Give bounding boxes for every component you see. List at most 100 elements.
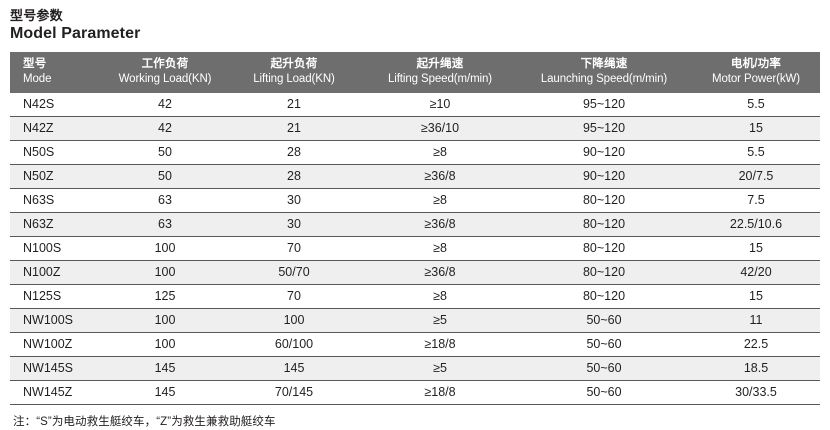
cell-working-load: 100 xyxy=(106,260,224,285)
cell-model: N63S xyxy=(10,188,106,213)
cell-working-load: 42 xyxy=(106,116,224,141)
column-header-lifting-load-en: Lifting Load(KN) xyxy=(253,73,335,85)
column-header-working-load-cn: 工作负荷 xyxy=(141,58,189,70)
note-chinese: 注：“S”为电动救生艇绞车，“Z”为救生兼救助艇绞车 xyxy=(13,416,276,428)
cell-launching-speed: 90~120 xyxy=(516,164,692,189)
table-row: N50S 50 28 ≥8 90~120 5.5 xyxy=(10,140,820,165)
cell-lifting-load: 21 xyxy=(224,116,364,141)
cell-working-load: 42 xyxy=(158,97,172,111)
cell-motor-power: 5.5 xyxy=(747,97,765,111)
cell-working-load: 100 xyxy=(106,236,224,261)
table-row: NW100S 100 100 ≥5 50~60 11 xyxy=(10,308,820,333)
cell-motor-power: 22.5 xyxy=(692,332,820,357)
cell-model: NW145Z xyxy=(10,380,106,405)
cell-launching-speed: 80~120 xyxy=(516,236,692,261)
cell-lifting-speed: ≥36/8 xyxy=(364,212,516,237)
cell-lifting-speed: ≥18/8 xyxy=(364,380,516,405)
cell-lifting-load: 70 xyxy=(224,236,364,261)
column-header-motor-power-en: Motor Power(kW) xyxy=(712,73,800,85)
cell-launching-speed: 95~120 xyxy=(582,97,626,111)
cell-launching-speed: 50~60 xyxy=(516,308,692,333)
cell-model: N50Z xyxy=(10,164,106,189)
cell-model: NW145S xyxy=(10,356,106,381)
table-header: 型号 Mode 工作负荷 Working Load(KN) 起升负荷 Lifti… xyxy=(10,52,820,93)
table-row: N100Z 100 50/70 ≥36/8 80~120 42/20 xyxy=(10,260,820,285)
page-title-chinese: 型号参数 xyxy=(10,8,63,23)
table-row: N50Z 50 28 ≥36/8 90~120 20/7.5 xyxy=(10,164,820,189)
table-row: NW100Z 100 60/100 ≥18/8 50~60 22.5 xyxy=(10,332,820,357)
cell-working-load: 145 xyxy=(106,380,224,405)
cell-lifting-speed: ≥5 xyxy=(364,356,516,381)
cell-launching-speed: 50~60 xyxy=(516,380,692,405)
column-header-motor-power: 电机/功率 Motor Power(kW) xyxy=(692,52,820,93)
cell-working-load: 100 xyxy=(106,332,224,357)
column-header-model: 型号 Mode xyxy=(10,52,106,93)
cell-model: N42Z xyxy=(10,116,106,141)
cell-motor-power: 15 xyxy=(692,116,820,141)
cell-model: N100Z xyxy=(10,260,106,285)
cell-lifting-load: 30 xyxy=(224,188,364,213)
table-row: N42Z 42 21 ≥36/10 95~120 15 xyxy=(10,116,820,141)
cell-launching-speed: 80~120 xyxy=(516,284,692,309)
table-row: N42S 42 21 ≥10 95~120 5.5 xyxy=(10,93,820,117)
column-header-lifting-load: 起升负荷 Lifting Load(KN) xyxy=(224,52,364,93)
cell-lifting-speed: ≥8 xyxy=(364,140,516,165)
cell-launching-speed: 80~120 xyxy=(516,260,692,285)
column-header-launching-speed: 下降绳速 Launching Speed(m/min) xyxy=(516,52,692,93)
cell-motor-power: 22.5/10.6 xyxy=(692,212,820,237)
cell-motor-power: 18.5 xyxy=(692,356,820,381)
cell-motor-power: 5.5 xyxy=(692,140,820,165)
cell-model: N63Z xyxy=(10,212,106,237)
cell-lifting-speed: ≥36/8 xyxy=(364,260,516,285)
cell-lifting-speed: ≥8 xyxy=(364,236,516,261)
column-header-working-load: 工作负荷 Working Load(KN) xyxy=(106,52,224,93)
cell-model: N50S xyxy=(10,140,106,165)
page-title-english: Model Parameter xyxy=(10,25,141,42)
table-row: N100S 100 70 ≥8 80~120 15 xyxy=(10,236,820,261)
cell-motor-power: 15 xyxy=(692,236,820,261)
table-row: NW145S 145 145 ≥5 50~60 18.5 xyxy=(10,356,820,381)
column-header-motor-power-cn: 电机/功率 xyxy=(730,58,782,70)
column-header-working-load-en: Working Load(KN) xyxy=(118,73,212,85)
cell-lifting-speed: ≥36/10 xyxy=(364,116,516,141)
cell-lifting-load: 70/145 xyxy=(224,380,364,405)
cell-launching-speed: 50~60 xyxy=(516,332,692,357)
cell-lifting-load: 28 xyxy=(224,140,364,165)
cell-model: NW100Z xyxy=(10,332,106,357)
column-header-lifting-speed-en: Lifting Speed(m/min) xyxy=(387,73,493,85)
cell-model: N100S xyxy=(10,236,106,261)
cell-lifting-speed: ≥18/8 xyxy=(364,332,516,357)
cell-lifting-speed: ≥10 xyxy=(429,97,451,111)
table-notes: 注：“S”为电动救生艇绞车，“Z”为救生兼救助艇绞车 NOTE: “S” is … xyxy=(10,414,820,430)
column-header-lifting-speed: 起升绳速 Lifting Speed(m/min) xyxy=(364,52,516,93)
cell-model: N125S xyxy=(10,284,106,309)
cell-lifting-speed: ≥36/8 xyxy=(364,164,516,189)
table-header-row: 型号 Mode 工作负荷 Working Load(KN) 起升负荷 Lifti… xyxy=(10,52,820,93)
column-header-model-en: Mode xyxy=(23,73,52,85)
page-title: 型号参数 Model Parameter xyxy=(10,8,820,43)
cell-launching-speed: 90~120 xyxy=(516,140,692,165)
cell-working-load: 125 xyxy=(106,284,224,309)
cell-launching-speed: 80~120 xyxy=(516,188,692,213)
cell-model: N42S xyxy=(23,97,55,111)
cell-lifting-speed: ≥8 xyxy=(364,188,516,213)
cell-working-load: 100 xyxy=(106,308,224,333)
cell-motor-power: 42/20 xyxy=(692,260,820,285)
cell-lifting-load: 30 xyxy=(224,212,364,237)
cell-lifting-speed: ≥8 xyxy=(364,284,516,309)
column-header-lifting-load-cn: 起升负荷 xyxy=(270,58,318,70)
cell-lifting-load: 50/70 xyxy=(224,260,364,285)
table-row: N125S 125 70 ≥8 80~120 15 xyxy=(10,284,820,309)
cell-launching-speed: 50~60 xyxy=(516,356,692,381)
cell-launching-speed: 95~120 xyxy=(516,116,692,141)
column-header-lifting-speed-cn: 起升绳速 xyxy=(416,58,464,70)
table-row: N63Z 63 30 ≥36/8 80~120 22.5/10.6 xyxy=(10,212,820,237)
cell-lifting-load: 100 xyxy=(224,308,364,333)
cell-lifting-load: 145 xyxy=(224,356,364,381)
model-parameter-table: 型号 Mode 工作负荷 Working Load(KN) 起升负荷 Lifti… xyxy=(10,52,820,405)
column-header-launching-speed-cn: 下降绳速 xyxy=(580,58,628,70)
cell-working-load: 50 xyxy=(106,164,224,189)
cell-working-load: 50 xyxy=(106,140,224,165)
column-header-model-cn: 型号 xyxy=(23,58,47,70)
